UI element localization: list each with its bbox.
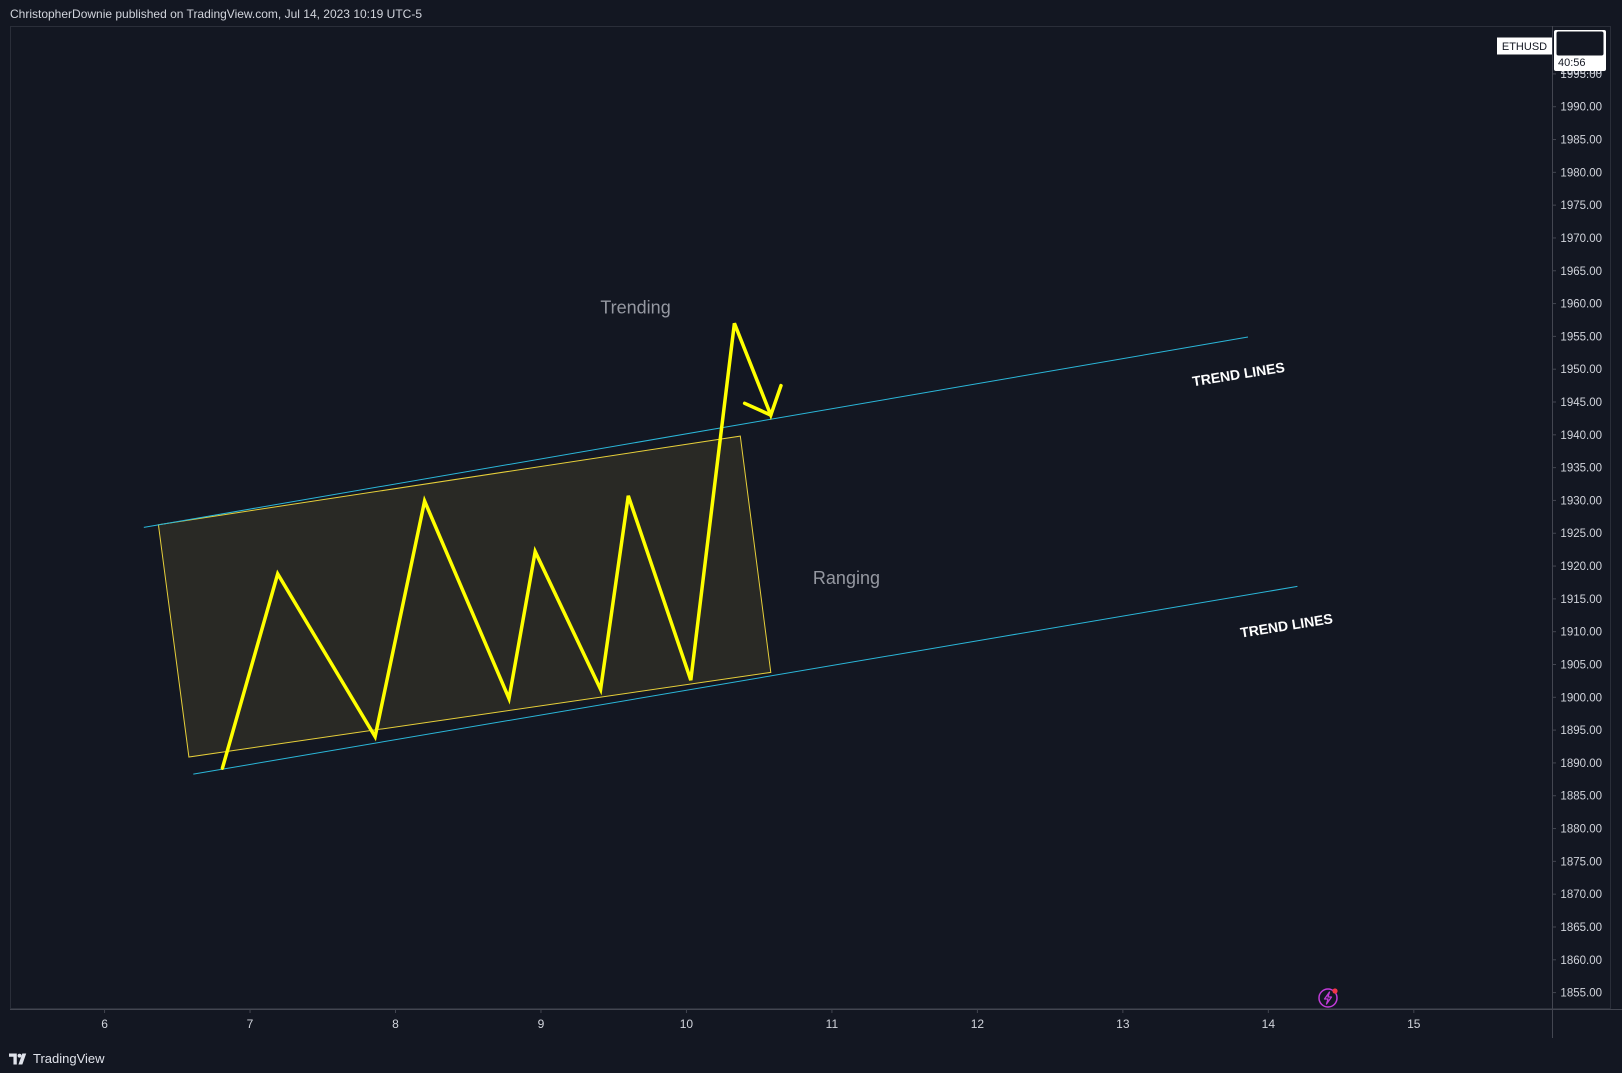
y-tick-label: 1975.00 bbox=[1560, 200, 1602, 212]
y-tick-label: 1980.00 bbox=[1560, 167, 1602, 179]
x-tick-label: 13 bbox=[1116, 1017, 1130, 1031]
price-path-drawing[interactable] bbox=[220, 322, 783, 770]
y-tick-label: 1905.00 bbox=[1560, 659, 1602, 671]
tradingview-brand-text: TradingView bbox=[33, 1051, 105, 1066]
x-tick-label: 9 bbox=[538, 1017, 545, 1031]
y-tick-label: 1950.00 bbox=[1560, 364, 1602, 376]
trending-label[interactable]: Trending bbox=[600, 297, 670, 317]
countdown-text: 40:56 bbox=[1558, 57, 1586, 69]
y-tick-label: 1865.00 bbox=[1560, 922, 1602, 934]
tradingview-logo-icon bbox=[9, 1052, 27, 1065]
last-price-label: 2000.00 40:56 bbox=[1554, 30, 1606, 77]
y-tick-label: 1910.00 bbox=[1560, 627, 1602, 639]
symbol-badge: ETHUSD bbox=[1497, 37, 1552, 55]
x-tick-label: 6 bbox=[101, 1017, 108, 1031]
y-tick-label: 1940.00 bbox=[1560, 430, 1602, 442]
y-tick-label: 1875.00 bbox=[1560, 856, 1602, 868]
price-chart[interactable]: Trending Ranging TREND LINES TREND LINES 19… bbox=[0, 0, 1622, 1038]
y-tick-label: 1935.00 bbox=[1560, 463, 1602, 475]
y-tick-label: 1890.00 bbox=[1560, 758, 1602, 770]
y-tick-label: 1920.00 bbox=[1560, 561, 1602, 573]
y-tick-label: 1900.00 bbox=[1560, 692, 1602, 704]
y-tick-label: 1880.00 bbox=[1560, 824, 1602, 836]
y-tick-label: 1945.00 bbox=[1560, 397, 1602, 409]
price-axis[interactable]: 1995.00 1990.00 1985.00 1980.00 1975.00 1970.… bbox=[1552, 69, 1602, 1000]
footer-bar: TradingView bbox=[0, 1038, 1622, 1073]
y-tick-label: 1885.00 bbox=[1560, 791, 1602, 803]
y-tick-label: 1925.00 bbox=[1560, 528, 1602, 540]
x-tick-label: 7 bbox=[247, 1017, 254, 1031]
tradingview-brand[interactable]: TradingView bbox=[9, 1051, 105, 1066]
x-tick-label: 15 bbox=[1407, 1017, 1421, 1031]
y-tick-label: 1895.00 bbox=[1560, 725, 1602, 737]
y-tick-label: 1960.00 bbox=[1560, 299, 1602, 311]
y-tick-label: 1965.00 bbox=[1560, 266, 1602, 278]
trend-lines-label[interactable]: TREND LINES bbox=[1239, 610, 1334, 640]
x-tick-label: 14 bbox=[1262, 1017, 1276, 1031]
y-tick-label: 1955.00 bbox=[1560, 331, 1602, 343]
x-tick-label: 8 bbox=[392, 1017, 399, 1031]
x-tick-label: 12 bbox=[971, 1017, 985, 1031]
trend-lines-label[interactable]: TREND LINES bbox=[1191, 359, 1286, 389]
y-tick-label: 1995.00 bbox=[1560, 69, 1602, 81]
ranging-label[interactable]: Ranging bbox=[813, 568, 880, 588]
y-tick-label: 1970.00 bbox=[1560, 233, 1602, 245]
y-tick-label: 1855.00 bbox=[1560, 988, 1602, 1000]
y-tick-label: 1985.00 bbox=[1560, 135, 1602, 147]
publish-header: ChristopherDownie published on TradingVi… bbox=[0, 0, 1622, 28]
symbol-label: ETHUSD bbox=[1502, 41, 1547, 53]
lightning-icon[interactable] bbox=[1318, 988, 1338, 1008]
y-tick-label: 1870.00 bbox=[1560, 889, 1602, 901]
y-tick-label: 1860.00 bbox=[1560, 955, 1602, 967]
path-arrowhead bbox=[742, 401, 773, 417]
upper-trend-line[interactable] bbox=[143, 336, 1249, 528]
publish-info-text: ChristopherDownie published on TradingVi… bbox=[10, 7, 423, 21]
time-axis[interactable]: 6 7 8 9 10 11 12 13 14 15 bbox=[101, 1009, 1421, 1031]
x-tick-label: 11 bbox=[826, 1017, 839, 1031]
lower-trend-line[interactable] bbox=[193, 585, 1298, 775]
chart-pane-border bbox=[10, 26, 1611, 1009]
y-tick-label: 1915.00 bbox=[1560, 594, 1602, 606]
y-tick-label: 1990.00 bbox=[1560, 102, 1602, 114]
x-tick-label: 10 bbox=[680, 1017, 694, 1031]
y-tick-label: 1930.00 bbox=[1560, 495, 1602, 507]
